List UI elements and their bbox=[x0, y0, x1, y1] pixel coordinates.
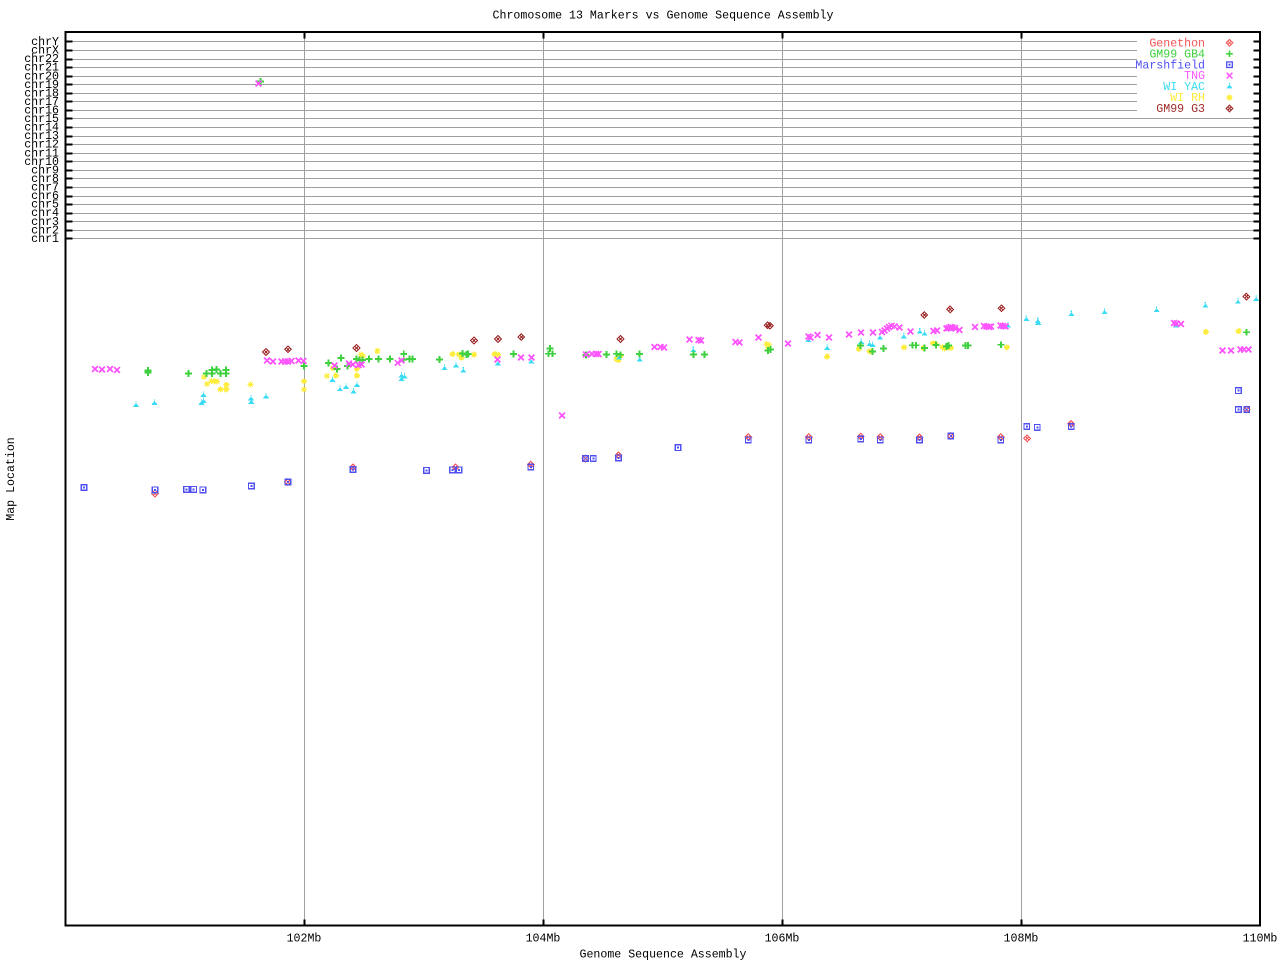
svg-text:chr18: chr18 bbox=[24, 87, 59, 100]
svg-text:chr6: chr6 bbox=[31, 190, 59, 203]
svg-text:chr9: chr9 bbox=[31, 164, 59, 177]
svg-text:chrY: chrY bbox=[31, 36, 59, 49]
svg-text:WI YAC: WI YAC bbox=[1163, 81, 1205, 94]
svg-text:chr12: chr12 bbox=[24, 139, 59, 152]
svg-text:chr15: chr15 bbox=[24, 113, 59, 126]
svg-text:chr17: chr17 bbox=[24, 96, 59, 109]
svg-text:chr10: chr10 bbox=[24, 156, 59, 169]
svg-text:chr1: chr1 bbox=[31, 233, 59, 246]
svg-text:chr21: chr21 bbox=[24, 62, 59, 75]
svg-text:104Mb: 104Mb bbox=[526, 932, 561, 945]
svg-text:GM99 G3: GM99 G3 bbox=[1156, 103, 1205, 116]
svg-text:chr2: chr2 bbox=[31, 224, 59, 237]
svg-text:Map Location: Map Location bbox=[5, 437, 18, 521]
svg-text:Chromosome 13 Markers vs Genom: Chromosome 13 Markers vs Genome Sequence… bbox=[493, 10, 834, 23]
svg-text:chr4: chr4 bbox=[31, 207, 59, 220]
svg-text:106Mb: 106Mb bbox=[765, 932, 800, 945]
svg-text:chr5: chr5 bbox=[31, 199, 59, 212]
svg-text:GM99 GB4: GM99 GB4 bbox=[1149, 48, 1205, 61]
svg-text:chrX: chrX bbox=[31, 45, 59, 58]
svg-text:chr11: chr11 bbox=[24, 147, 59, 160]
svg-text:108Mb: 108Mb bbox=[1004, 932, 1039, 945]
svg-text:chr13: chr13 bbox=[24, 130, 59, 143]
svg-text:chr14: chr14 bbox=[24, 122, 59, 135]
svg-text:Genethon: Genethon bbox=[1149, 37, 1205, 50]
svg-text:chr8: chr8 bbox=[31, 173, 59, 186]
svg-text:chr22: chr22 bbox=[24, 53, 59, 66]
svg-text:chr16: chr16 bbox=[24, 105, 59, 118]
svg-text:Genome Sequence Assembly: Genome Sequence Assembly bbox=[580, 949, 747, 960]
svg-text:WI RH: WI RH bbox=[1170, 92, 1205, 105]
svg-text:Marshfield: Marshfield bbox=[1135, 59, 1205, 72]
svg-text:chr3: chr3 bbox=[31, 216, 59, 229]
svg-text:chr7: chr7 bbox=[31, 182, 59, 195]
svg-text:102Mb: 102Mb bbox=[287, 932, 322, 945]
svg-text:TNG: TNG bbox=[1184, 70, 1205, 83]
svg-text:110Mb: 110Mb bbox=[1243, 932, 1278, 945]
svg-text:chr20: chr20 bbox=[24, 70, 59, 83]
svg-text:chr19: chr19 bbox=[24, 79, 59, 92]
